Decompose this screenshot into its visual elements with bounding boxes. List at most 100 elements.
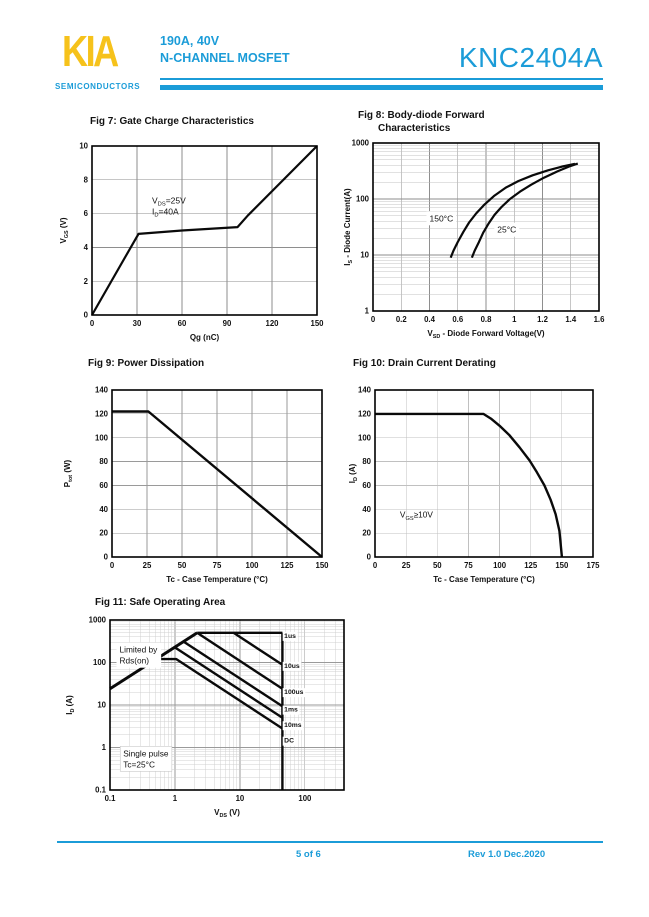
svg-text:VSD - Diode Forward Voltage(V): VSD - Diode Forward Voltage(V) xyxy=(427,329,545,340)
svg-text:1us: 1us xyxy=(284,633,296,640)
svg-text:80: 80 xyxy=(99,457,108,466)
fig7-title: Fig 7: Gate Charge Characteristics xyxy=(90,116,254,127)
part-number: KNC2404A xyxy=(458,42,603,73)
line-10us xyxy=(232,631,284,666)
svg-text:50: 50 xyxy=(433,561,442,570)
logo-subtitle: SEMICONDUCTORS xyxy=(55,82,141,91)
line-100us-label: 100us xyxy=(282,688,306,698)
svg-text:25°C: 25°C xyxy=(497,225,516,235)
svg-text:0: 0 xyxy=(373,561,378,570)
fig9-title: Fig 9: Power Dissipation xyxy=(88,358,205,369)
svg-text:0.1: 0.1 xyxy=(95,786,107,795)
page-number: 5 of 6 xyxy=(296,849,321,860)
svg-text:DC: DC xyxy=(284,738,294,745)
fig10-title: Fig 10: Drain Current Derating xyxy=(353,358,496,369)
svg-text:Single pulse: Single pulse xyxy=(123,748,169,758)
svg-text:25: 25 xyxy=(402,561,411,570)
header-rule-thick xyxy=(160,85,603,90)
annotation: VGS≥10V xyxy=(400,510,433,522)
line-dc-label: DC xyxy=(282,736,296,746)
fig9-power-dissipation-chart: 0 25 50 75 100 125 150 0 20 40 60 80 100 120 140 Tc - C… xyxy=(63,386,329,584)
svg-text:0: 0 xyxy=(104,553,109,562)
fig7-gate-charge-figure: Fig 7: Gate Charge Characteristics 0 30 60… xyxy=(56,116,344,350)
svg-text:1.4: 1.4 xyxy=(565,315,577,324)
svg-text:10: 10 xyxy=(97,701,106,710)
fig9-power-dissipation-figure: Fig 9: Power Dissipation 0 25 50 75 100 125 15… xyxy=(60,358,345,590)
header-rule-thin xyxy=(160,78,603,80)
svg-text:0: 0 xyxy=(84,311,89,320)
svg-text:75: 75 xyxy=(213,561,222,570)
svg-text:0.2: 0.2 xyxy=(396,315,408,324)
svg-text:150: 150 xyxy=(310,319,324,328)
line-dc xyxy=(156,657,284,730)
fig10-drain-derating-figure: Fig 10: Drain Current Derating 0 25 50 75 10… xyxy=(345,358,633,590)
svg-text:100: 100 xyxy=(298,794,312,803)
svg-text:10ms: 10ms xyxy=(284,722,302,729)
svg-text:6: 6 xyxy=(84,209,89,218)
svg-text:10us: 10us xyxy=(284,663,300,670)
svg-text:25: 25 xyxy=(143,561,152,570)
svg-text:140: 140 xyxy=(358,386,372,395)
svg-text:Ptot (W): Ptot (W) xyxy=(63,459,74,487)
line-100us xyxy=(196,631,284,690)
svg-text:100: 100 xyxy=(356,195,370,204)
svg-text:0.8: 0.8 xyxy=(481,315,493,324)
svg-text:1000: 1000 xyxy=(352,139,370,148)
svg-text:ID=40A: ID=40A xyxy=(152,206,179,218)
svg-text:Tc - Case Temperature (°C): Tc - Case Temperature (°C) xyxy=(166,575,268,584)
svg-text:100: 100 xyxy=(93,658,107,667)
svg-text:0: 0 xyxy=(367,553,372,562)
device-spec: 190A, 40V N-CHANNEL MOSFET xyxy=(160,33,290,67)
svg-text:ID (A): ID (A) xyxy=(348,463,359,483)
svg-text:125: 125 xyxy=(524,561,538,570)
svg-text:Limited by: Limited by xyxy=(119,645,158,655)
svg-text:120: 120 xyxy=(358,409,372,418)
kia-logo: KIA xyxy=(62,27,119,76)
footer-rule xyxy=(57,841,603,843)
line-10ms-label: 10ms xyxy=(282,721,304,731)
svg-text:20: 20 xyxy=(362,529,371,538)
curve-25C xyxy=(470,162,579,259)
svg-text:1.6: 1.6 xyxy=(594,315,606,324)
svg-text:100: 100 xyxy=(493,561,507,570)
svg-text:100: 100 xyxy=(95,433,109,442)
annotation: 25°C xyxy=(494,222,520,237)
fig8-title: Fig 8: Body-diode Forward xyxy=(358,110,485,121)
svg-text:4: 4 xyxy=(84,243,89,252)
svg-text:Qg (nC): Qg (nC) xyxy=(190,333,220,342)
line-10us-label: 10us xyxy=(282,661,302,671)
curve-150C xyxy=(449,162,576,259)
revision-label: Rev 1.0 Dec.2020 xyxy=(468,849,546,860)
fig10-drain-derating-chart: 0 25 50 75 100 125 150 175 0 20 40 60 80 100 120 140 Tc … xyxy=(348,386,600,584)
gate-charge-curve xyxy=(91,145,318,316)
svg-text:1ms: 1ms xyxy=(284,707,298,714)
svg-text:90: 90 xyxy=(223,319,232,328)
svg-text:0.4: 0.4 xyxy=(424,315,436,324)
spec-rating: 190A, 40V xyxy=(160,34,220,48)
fig8-title-line2: Characteristics xyxy=(378,123,451,134)
svg-text:120: 120 xyxy=(265,319,279,328)
svg-text:30: 30 xyxy=(133,319,142,328)
svg-text:10: 10 xyxy=(236,794,245,803)
svg-text:VGS≥10V: VGS≥10V xyxy=(400,510,433,522)
svg-text:60: 60 xyxy=(99,481,108,490)
svg-text:2: 2 xyxy=(84,277,89,286)
svg-text:1.2: 1.2 xyxy=(537,315,549,324)
svg-text:80: 80 xyxy=(362,457,371,466)
svg-text:125: 125 xyxy=(280,561,294,570)
svg-text:0: 0 xyxy=(371,315,376,324)
svg-text:VDS (V): VDS (V) xyxy=(214,808,240,819)
svg-text:75: 75 xyxy=(464,561,473,570)
svg-text:1: 1 xyxy=(512,315,517,324)
svg-text:50: 50 xyxy=(178,561,187,570)
svg-text:150°C: 150°C xyxy=(430,213,454,223)
fig7-gate-charge-chart: 0 30 60 90 120 150 0 2 4 6 8 10 Qg (nC) VGS (V) VDS=25… xyxy=(59,142,324,342)
svg-text:60: 60 xyxy=(362,481,371,490)
svg-text:Tc=25°C: Tc=25°C xyxy=(123,759,155,769)
svg-text:0: 0 xyxy=(90,319,95,328)
fig11-title: Fig 11: Safe Operating Area xyxy=(95,597,226,608)
svg-text:100us: 100us xyxy=(284,689,303,696)
